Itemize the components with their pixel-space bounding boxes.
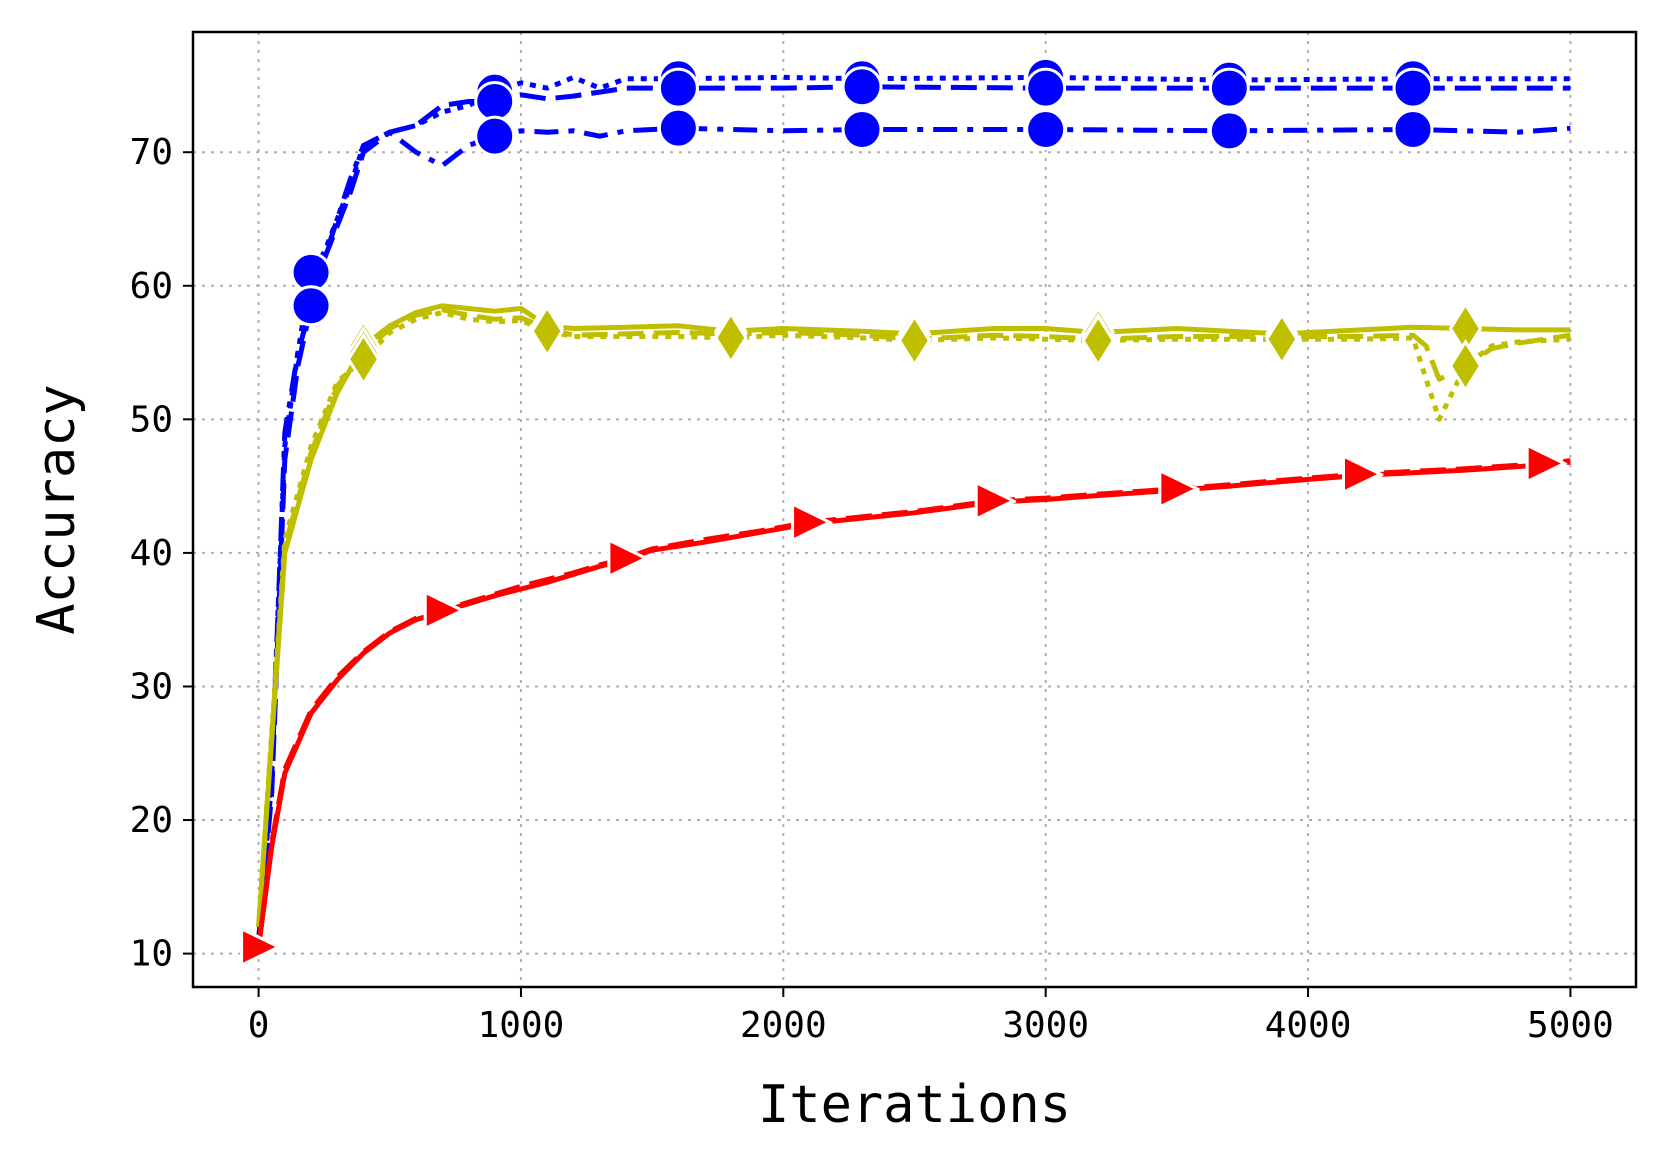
x-tick-label: 5000 [1527,1005,1614,1046]
series-6-marker [1448,339,1483,393]
series-6-marker [346,332,381,387]
series-6-marker [1265,312,1299,367]
series-2-marker [841,66,883,108]
series-2-marker [1208,67,1250,109]
series-8-marker [1158,468,1201,510]
y-tick-label: 10 [130,934,173,975]
series-8-marker [1525,443,1568,484]
grid [193,32,1636,987]
x-tick-label: 3000 [1002,1005,1089,1046]
series-layer [256,74,1571,948]
series-2-marker [474,80,516,122]
series-line-7 [256,459,1571,948]
x-axis-title: Iterations [758,1075,1071,1135]
series-3-marker [841,109,883,151]
series-line-8 [256,458,1571,948]
series-6-marker [897,313,932,368]
series-line-3 [256,125,1571,941]
series-8-marker [974,480,1017,522]
x-tick-label: 1000 [478,1005,565,1046]
y-tick-label: 60 [130,266,173,307]
series-2-marker [1025,67,1067,109]
series-2-marker [1392,67,1434,109]
y-axis-title: Accuracy [27,384,87,634]
plot-frame [191,30,1638,989]
x-tick-label: 2000 [740,1005,827,1046]
series-6-marker [1081,313,1115,368]
series-8-marker [607,537,650,579]
series-3-marker [1392,109,1434,151]
series-line-4 [256,303,1571,928]
series-3-marker [1208,110,1250,152]
series-6-marker [714,311,748,365]
marker-layer [240,56,1568,968]
series-8-marker [240,926,283,968]
y-tick-label: 70 [130,132,173,173]
series-2-marker [657,67,699,109]
series-3-marker [657,107,699,149]
axes: 0 1000 2000 3000 4000 5000 10 20 30 40 50 60 70 [130,132,1614,1046]
y-tick-label: 50 [130,399,173,440]
series-8-marker [791,501,833,543]
y-tick-label: 30 [130,666,173,707]
x-tick-label: 4000 [1265,1005,1352,1046]
series-line-5 [256,307,1571,928]
y-tick-label: 20 [130,800,173,841]
series-3-marker [474,115,516,157]
series-line-6 [256,310,1571,928]
series-3-marker [290,285,332,327]
series-8-marker [423,589,466,631]
series-3-marker [1025,109,1067,151]
x-tick-label: 0 [248,1005,270,1046]
series-8-marker [1342,453,1384,495]
series-6-marker [530,304,564,359]
series-line-1 [256,74,1571,941]
y-tick-label: 40 [130,533,173,574]
